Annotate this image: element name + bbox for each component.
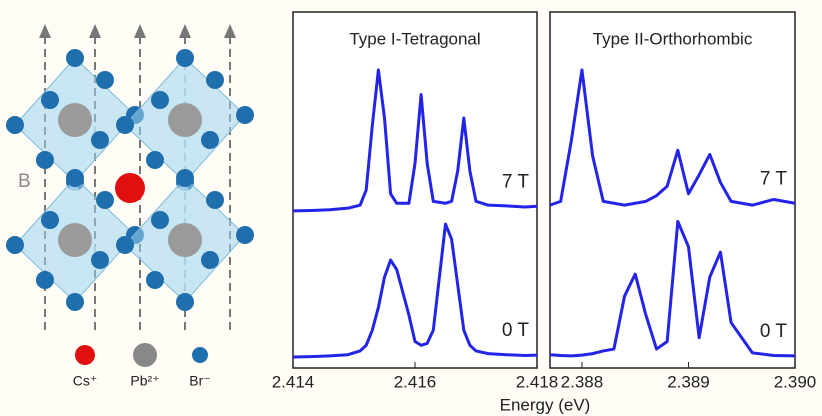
x-tick-label: 2.418: [516, 372, 559, 391]
br-atom: [176, 169, 194, 187]
legend-atom: [133, 343, 157, 367]
x-tick-label: 2.414: [272, 372, 315, 391]
plot-frame: [549, 11, 796, 369]
pb-atom: [168, 223, 202, 257]
br-atom: [96, 71, 114, 89]
br-atom: [6, 116, 24, 134]
br-atom: [66, 169, 84, 187]
arrow-head: [179, 24, 191, 38]
arrow-head: [39, 24, 51, 38]
arrow-head: [224, 24, 236, 38]
atom-legend-label: Br⁻: [189, 373, 210, 389]
br-atom: [66, 49, 84, 67]
series-label: 0 T: [502, 320, 530, 341]
br-atom: [91, 251, 109, 269]
br-atom: [66, 293, 84, 311]
legend-atom: [75, 345, 95, 365]
atom-legend-label: Cs⁺: [73, 373, 98, 389]
br-atom: [146, 271, 164, 289]
spectrum-line: [292, 222, 538, 359]
series-label: 0 T: [760, 321, 788, 342]
br-atom: [201, 131, 219, 149]
x-axis-label: Energy (eV): [500, 395, 591, 414]
br-atom: [151, 211, 169, 229]
br-atom: [91, 131, 109, 149]
br-atom: [206, 191, 224, 209]
br-atom: [116, 116, 134, 134]
br-atom: [116, 236, 134, 254]
br-atom: [176, 293, 194, 311]
br-atom: [96, 191, 114, 209]
br-atom: [206, 71, 224, 89]
br-atom: [236, 106, 254, 124]
panel-title: Type I-Tetragonal: [349, 29, 480, 48]
legend-atom: [192, 347, 208, 363]
br-atom: [36, 151, 54, 169]
x-tick-label: 2.388: [561, 372, 604, 391]
atom-legend-label: Pb²⁺: [130, 373, 159, 389]
br-atom: [41, 211, 59, 229]
br-atom: [176, 49, 194, 67]
x-tick-label: 2.390: [774, 372, 817, 391]
br-atom: [151, 91, 169, 109]
pb-atom: [168, 103, 202, 137]
panel-title: Type II-Orthorhombic: [593, 29, 753, 48]
series-label: 7 T: [502, 171, 530, 192]
br-atom: [41, 91, 59, 109]
crystal-structure: [6, 24, 254, 367]
spectrum-line: [549, 68, 796, 207]
arrow-head: [89, 24, 101, 38]
series-label: 7 T: [760, 168, 788, 189]
plot-frame: [292, 11, 538, 369]
br-atom: [236, 226, 254, 244]
pb-atom: [58, 103, 92, 137]
x-tick-label: 2.389: [667, 372, 710, 391]
arrow-head: [134, 24, 146, 38]
br-atom: [6, 236, 24, 254]
pb-atom: [58, 223, 92, 257]
x-tick-label: 2.416: [394, 372, 437, 391]
br-atom: [36, 271, 54, 289]
cs-atom: [115, 173, 145, 203]
spectrum-line: [292, 68, 538, 213]
spectrum-line: [549, 219, 796, 358]
br-atom: [146, 151, 164, 169]
structure-label: B: [18, 171, 31, 192]
br-atom: [201, 251, 219, 269]
